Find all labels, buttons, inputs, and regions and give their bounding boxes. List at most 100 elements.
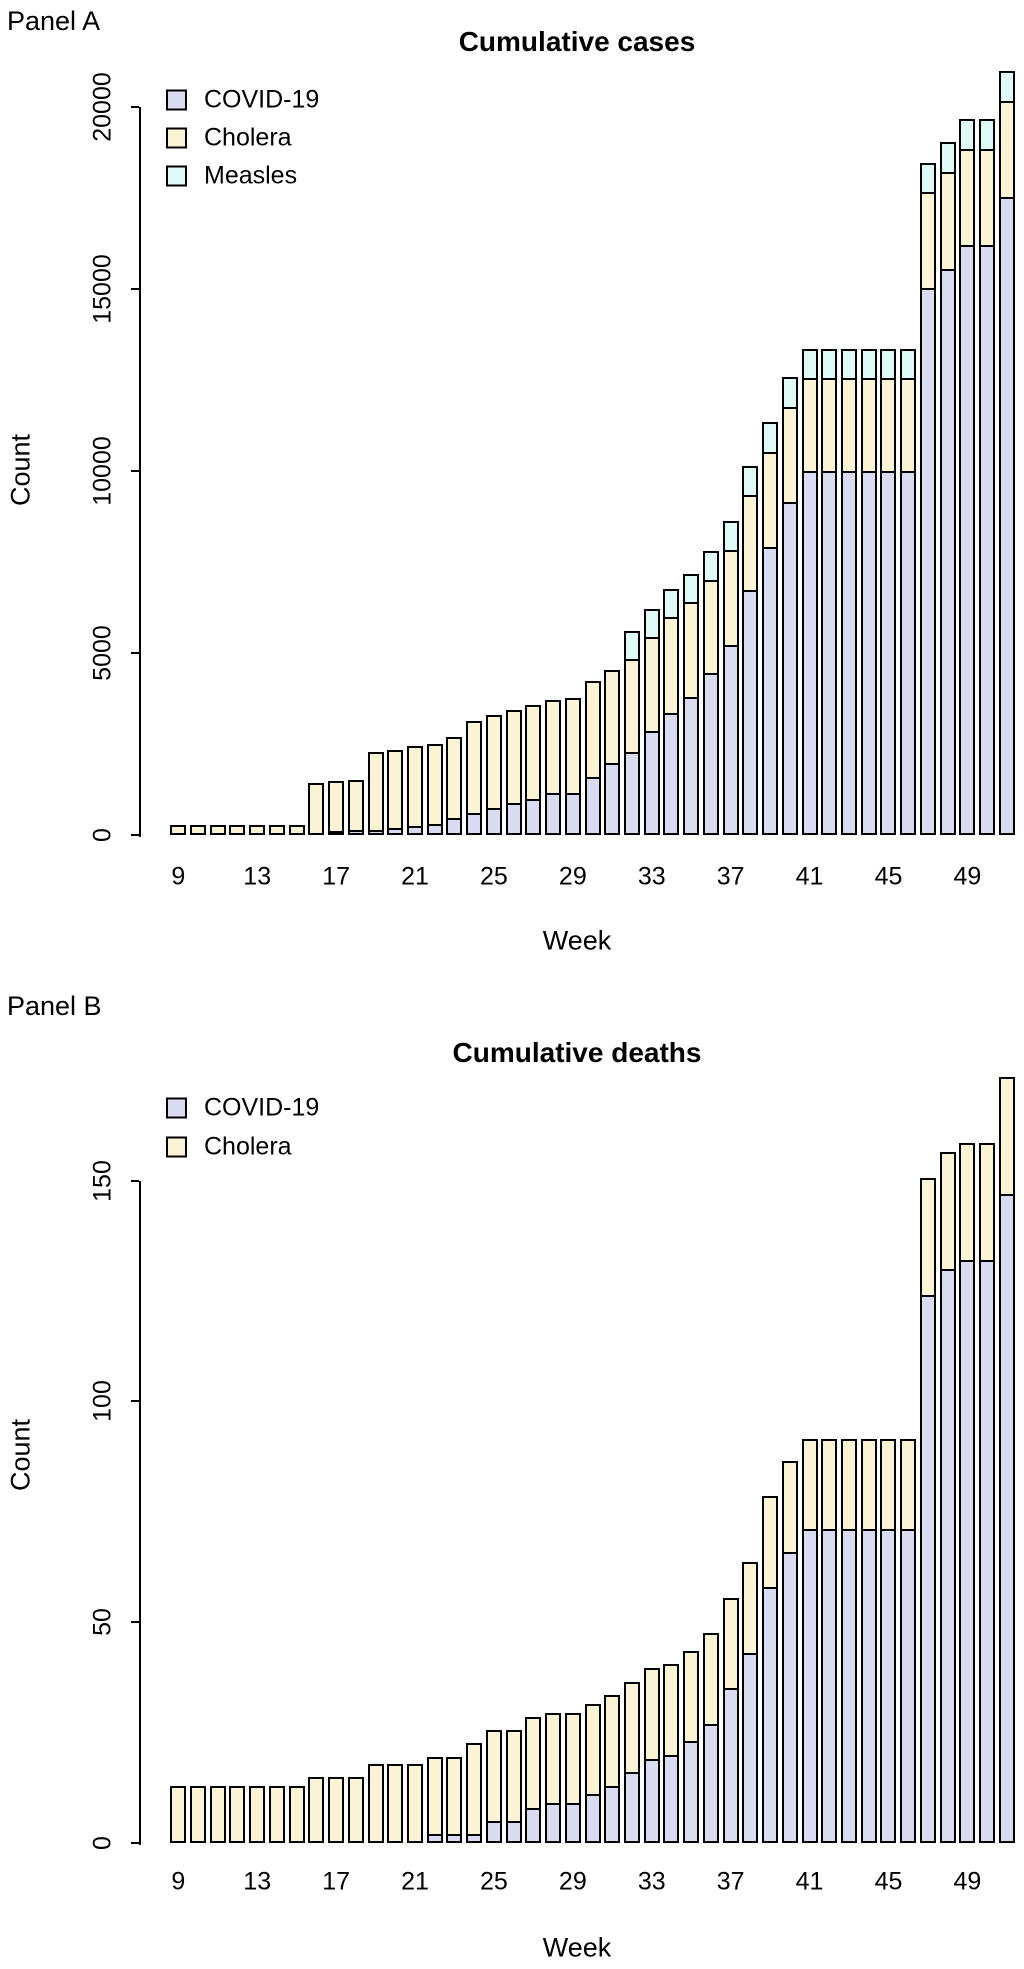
panel-a-x-tick-label: 21 [401, 862, 429, 891]
bar-week-41 [801, 1438, 818, 1843]
bar-week-43 [841, 1438, 858, 1843]
bar-week-27 [525, 705, 542, 835]
bar-week-40-covid-19-segment [781, 502, 798, 835]
panel-a-y-tick [131, 470, 139, 473]
bar-week-28-cholera-segment [545, 1712, 562, 1806]
bar-week-23-covid-19-segment [446, 818, 463, 835]
panel-a-y-tick [131, 106, 139, 109]
panel-a-x-tick-label: 37 [716, 862, 745, 891]
bar-week-18 [347, 1776, 364, 1843]
panel-a-x-tick-label: 9 [171, 862, 186, 891]
bar-week-26-covid-19-segment [505, 1820, 522, 1843]
bar-week-26 [505, 710, 522, 835]
bar-week-22 [426, 1756, 443, 1843]
bar-week-30-covid-19-segment [584, 1794, 601, 1843]
bar-week-41-cholera-segment [801, 1438, 818, 1532]
bar-week-16 [308, 782, 325, 835]
panel-a-x-axis-title: Week [542, 925, 612, 956]
panel-a-x-tick-label: 45 [874, 862, 903, 891]
bar-week-19 [367, 751, 384, 835]
bar-week-21-covid-19-segment [407, 825, 424, 835]
legend-label-covid-19: COVID-19 [204, 85, 320, 114]
bar-week-50-cholera-segment [979, 1142, 996, 1262]
bar-week-43-covid-19-segment [841, 471, 858, 835]
bar-week-23-covid-19-segment [446, 1834, 463, 1843]
panel-a-y-tick [131, 288, 139, 291]
legend-label-covid-19: COVID-19 [204, 1093, 320, 1122]
bar-week-50 [979, 119, 996, 835]
bar-week-23 [446, 1756, 463, 1843]
bar-week-19 [367, 1763, 384, 1843]
bar-week-13-cholera-segment [249, 825, 266, 835]
bar-week-29 [564, 1712, 581, 1843]
bar-week-28-covid-19-segment [545, 793, 562, 835]
bar-week-20 [387, 1763, 404, 1843]
bar-week-21-cholera-segment [407, 1763, 424, 1843]
bar-week-24-covid-19-segment [466, 1834, 483, 1843]
bar-week-9-cholera-segment [170, 1785, 187, 1843]
panel-a-y-tick [131, 834, 139, 836]
bar-week-13 [249, 1785, 266, 1843]
panel-a-y-axis-line [139, 107, 141, 837]
bar-week-40 [781, 1460, 798, 1843]
panel-b-y-tick-label: 50 [88, 1608, 117, 1637]
bar-week-51 [998, 1076, 1015, 1843]
panel-b-y-tick [131, 1621, 139, 1624]
bar-week-18-cholera-segment [347, 1776, 364, 1843]
bar-week-20-covid-19-segment [387, 828, 404, 835]
bar-week-51 [998, 70, 1015, 835]
bar-week-36-cholera-segment [702, 1633, 719, 1726]
panel-b-title: Cumulative deaths [452, 1037, 702, 1068]
bar-week-29-covid-19-segment [564, 1803, 581, 1843]
bar-week-31-covid-19-segment [604, 1785, 621, 1843]
bar-week-11 [209, 1785, 226, 1843]
panel-a-x-tick-label: 29 [558, 862, 587, 891]
legend-label-measles: Measles [204, 161, 298, 190]
bar-week-16-cholera-segment [308, 782, 325, 835]
bar-week-10 [190, 1785, 207, 1843]
bar-week-28-covid-19-segment [545, 1803, 562, 1843]
bar-week-27-cholera-segment [525, 1716, 542, 1810]
bar-week-29-cholera-segment [564, 1712, 581, 1806]
bar-week-15-cholera-segment [288, 825, 305, 835]
bar-week-49 [959, 1142, 976, 1843]
bar-week-17-covid-19-segment [328, 831, 345, 835]
bar-week-12-cholera-segment [229, 825, 246, 835]
bar-week-43 [841, 349, 858, 835]
bar-week-37 [722, 521, 739, 835]
legend-swatch-cholera [166, 127, 187, 149]
bar-week-35 [683, 574, 700, 835]
bar-week-48-covid-19-segment [939, 268, 956, 835]
legend-swatch-covid-19 [166, 89, 187, 111]
legend-label-cholera: Cholera [204, 1132, 292, 1161]
bar-week-22-covid-19-segment [426, 1834, 443, 1843]
bar-week-49-covid-19-segment [959, 1260, 976, 1843]
bar-week-27-covid-19-segment [525, 798, 542, 835]
bar-week-39 [762, 422, 779, 835]
bar-week-38 [742, 466, 759, 835]
bar-week-37-covid-19-segment [722, 645, 739, 835]
bar-week-41 [801, 349, 818, 835]
bar-week-48-cholera-segment [939, 1151, 956, 1271]
bar-week-14-cholera-segment [268, 825, 285, 835]
bar-week-12-cholera-segment [229, 1785, 246, 1843]
bar-week-16 [308, 1776, 325, 1843]
bar-week-50-covid-19-segment [979, 1260, 996, 1843]
bar-week-49 [959, 119, 976, 835]
bar-week-45-covid-19-segment [880, 471, 897, 835]
bar-week-35-covid-19-segment [683, 697, 700, 835]
panel-b-x-tick-label: 33 [637, 1867, 666, 1896]
bar-week-31-cholera-segment [604, 1694, 621, 1788]
bar-week-25-covid-19-segment [485, 808, 502, 835]
panel-b-y-tick-label: 0 [88, 1836, 117, 1850]
bar-week-9-cholera-segment [170, 825, 187, 835]
bar-week-33-covid-19-segment [643, 731, 660, 835]
bar-week-46 [900, 1438, 917, 1843]
panel-b-x-tick-label: 21 [401, 1867, 429, 1896]
bar-week-42 [821, 349, 838, 835]
bar-week-49-cholera-segment [959, 1142, 976, 1262]
bar-week-32-cholera-segment [624, 1681, 641, 1775]
bar-week-15 [288, 825, 305, 835]
bar-week-34 [663, 1663, 680, 1843]
